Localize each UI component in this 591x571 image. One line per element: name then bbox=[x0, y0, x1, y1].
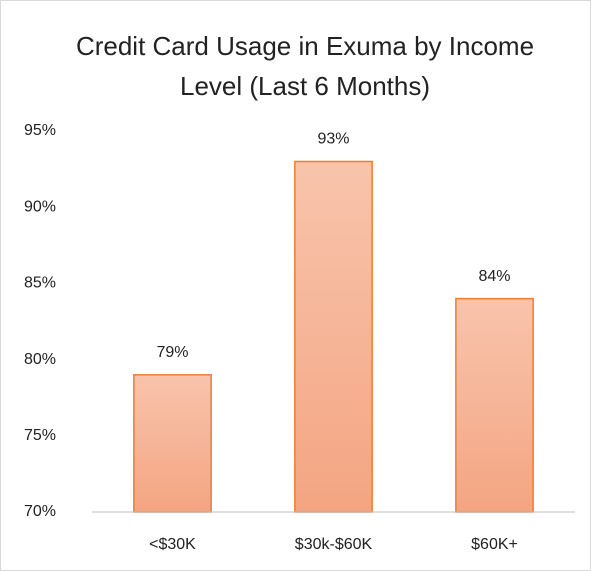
x-tick-label: <$30K bbox=[149, 536, 196, 553]
chart-title: Credit Card Usage in Exuma by Income Lev… bbox=[75, 31, 535, 101]
y-tick-label: 90% bbox=[24, 198, 56, 215]
y-tick-label: 95% bbox=[24, 122, 56, 139]
y-tick-label: 75% bbox=[24, 427, 56, 444]
data-label: 84% bbox=[478, 268, 510, 285]
bar bbox=[294, 160, 373, 513]
bar bbox=[455, 297, 534, 513]
y-tick-label: 70% bbox=[24, 503, 56, 520]
data-label: 93% bbox=[317, 131, 349, 148]
y-tick-label: 80% bbox=[24, 351, 56, 368]
bar bbox=[133, 374, 212, 513]
y-tick-label: 85% bbox=[24, 275, 56, 292]
x-tick-label: $60K+ bbox=[471, 536, 518, 553]
data-label: 79% bbox=[156, 344, 188, 361]
x-tick-label: $30k-$60K bbox=[295, 536, 373, 553]
